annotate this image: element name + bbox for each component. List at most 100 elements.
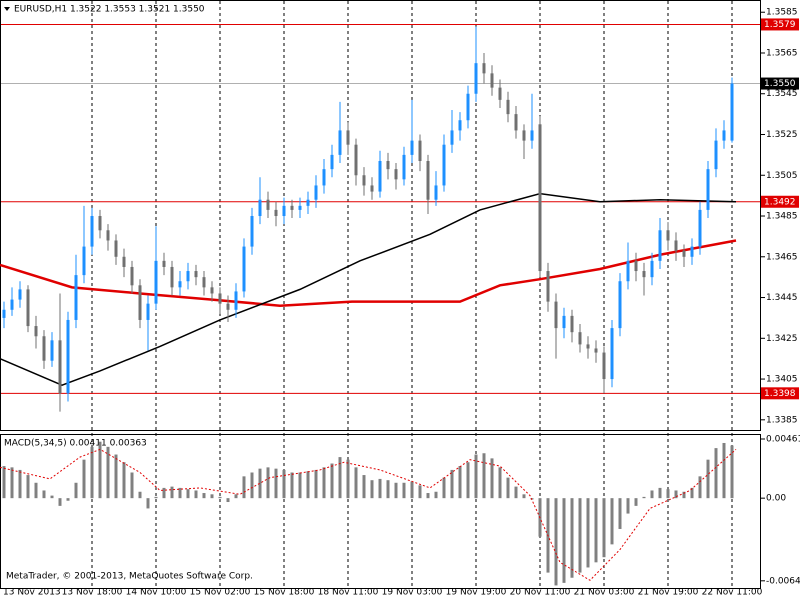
candle-body xyxy=(242,246,246,292)
macd-bar xyxy=(730,445,734,499)
candle-body xyxy=(122,256,126,267)
macd-bar xyxy=(410,481,414,499)
level-label-box xyxy=(761,195,799,208)
macd-bar xyxy=(522,494,526,499)
level-label: 1.3398 xyxy=(764,389,796,399)
candle-body xyxy=(530,130,534,141)
macd-bar xyxy=(154,496,158,499)
macd-bar xyxy=(578,498,582,573)
y-tick-label: 1.3405 xyxy=(766,375,798,385)
macd-bar xyxy=(322,467,326,499)
candle-body xyxy=(106,230,110,241)
y-tick-label: 0.00461 xyxy=(766,435,800,445)
candle-body xyxy=(10,299,14,310)
candle-body xyxy=(162,260,166,267)
candle-body xyxy=(306,199,310,206)
candle-body xyxy=(34,326,38,337)
y-tick-label: 1.3545 xyxy=(766,89,798,99)
macd-bar xyxy=(666,489,670,499)
macd-bar xyxy=(98,441,102,499)
candle-body xyxy=(186,271,190,282)
macd-bar xyxy=(290,472,294,499)
macd-bar xyxy=(514,486,518,499)
macd-bar xyxy=(194,490,198,499)
candle-body xyxy=(362,175,366,186)
candle-body xyxy=(506,99,510,115)
macd-bar xyxy=(258,468,262,499)
candle-body xyxy=(322,169,326,186)
level-label: 1.3492 xyxy=(764,197,796,207)
candle-body xyxy=(226,303,230,310)
candle-body xyxy=(130,266,134,286)
candle-body xyxy=(258,199,262,217)
macd-bar xyxy=(66,498,70,501)
macd-bar xyxy=(570,498,574,578)
candle-body xyxy=(330,154,334,170)
macd-bar xyxy=(58,498,62,506)
macd-bar xyxy=(114,454,118,499)
x-tick-label: 13 Nov 2013 xyxy=(3,588,61,598)
candle-body xyxy=(250,216,254,247)
candle-body xyxy=(482,63,486,74)
macd-bar xyxy=(210,494,214,499)
x-tick-label: 21 Nov 19:00 xyxy=(638,588,699,598)
line-series xyxy=(0,239,737,307)
macd-bar xyxy=(466,462,470,499)
candle-body xyxy=(578,332,582,345)
macd-bar xyxy=(74,482,78,499)
macd-bar xyxy=(690,487,694,499)
x-tick-label: 15 Nov 18:00 xyxy=(254,588,315,598)
candle-body xyxy=(650,260,654,278)
macd-bar xyxy=(618,498,622,529)
candle-body xyxy=(42,336,46,361)
candle-body xyxy=(370,185,374,192)
macd-bar xyxy=(554,498,558,586)
macd-bar xyxy=(250,472,254,499)
candle-body xyxy=(418,140,422,161)
macd-bar xyxy=(338,457,342,499)
x-tick-label: 21 Nov 03:00 xyxy=(574,588,635,598)
macd-bar xyxy=(274,468,278,499)
candle-body xyxy=(282,205,286,217)
x-tick-label: 15 Nov 02:00 xyxy=(190,588,251,598)
candle-body xyxy=(394,169,398,180)
macd-bar xyxy=(298,472,302,499)
candle-body xyxy=(498,87,502,100)
macd-bar xyxy=(498,467,502,499)
level-label: 1.3550 xyxy=(764,79,796,89)
candle-body xyxy=(570,315,574,333)
candle-body xyxy=(522,130,526,141)
candle-body xyxy=(450,130,454,145)
y-tick-label: 1.3485 xyxy=(766,212,798,222)
y-tick-label: 1.3385 xyxy=(766,415,798,425)
macd-bar xyxy=(162,487,166,499)
candle-body xyxy=(266,199,270,210)
macd-bar xyxy=(650,490,654,499)
candle-body xyxy=(538,124,542,272)
candle-body xyxy=(50,340,54,361)
y-tick-label: 1.3525 xyxy=(766,130,798,140)
macd-bar xyxy=(386,480,390,499)
macd-bar xyxy=(594,498,598,563)
macd-bar xyxy=(122,462,126,499)
macd-bar xyxy=(562,498,566,583)
candle-body xyxy=(442,144,446,186)
macd-bar xyxy=(634,498,638,506)
candle-body xyxy=(386,160,390,170)
candle-body xyxy=(354,144,358,176)
candle-body xyxy=(706,169,710,210)
macd-bar xyxy=(282,469,286,499)
macd-bar xyxy=(426,493,430,499)
macd-bar xyxy=(26,475,30,499)
menu-arrow[interactable] xyxy=(4,7,10,11)
line-series xyxy=(0,448,737,581)
price-panel-border xyxy=(0,0,761,431)
candle-body xyxy=(594,348,598,353)
candle-body xyxy=(66,319,70,394)
macd-bar xyxy=(506,477,510,499)
macd-title: MACD(5,34,5) 0.00411 0.00363 xyxy=(4,439,147,449)
x-tick-label: 19 Nov 19:00 xyxy=(446,588,507,598)
candle-body xyxy=(602,352,606,380)
macd-bar xyxy=(2,466,6,499)
candle-body xyxy=(634,260,638,272)
